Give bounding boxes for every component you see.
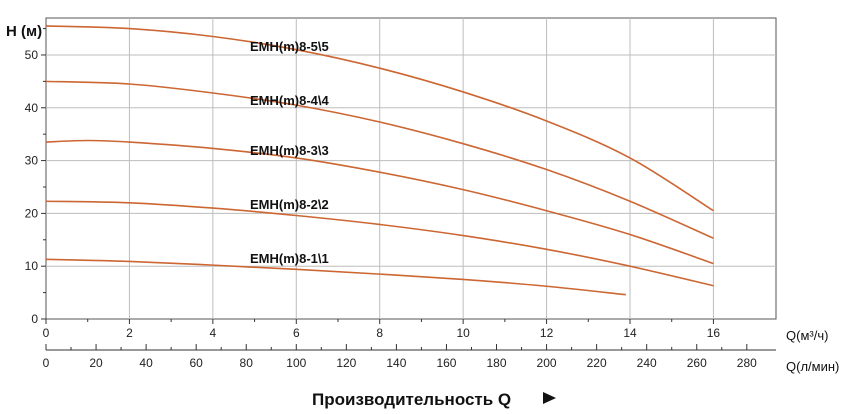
x-tick-label: 0 xyxy=(43,326,50,340)
series-curve xyxy=(45,139,714,265)
x2-tick-label: 100 xyxy=(286,356,306,370)
x-tick-label: 12 xyxy=(540,326,554,340)
y-tick-label: 30 xyxy=(25,154,39,168)
series-label: EMH(m)8-4\4 xyxy=(250,93,330,108)
x2-tick-label: 240 xyxy=(637,356,657,370)
x2-tick-label: 0 xyxy=(43,356,50,370)
x2-tick-label: 260 xyxy=(687,356,707,370)
x2-tick-label: 160 xyxy=(436,356,456,370)
series-curve xyxy=(45,200,714,287)
x2-tick-label: 220 xyxy=(587,356,607,370)
x2-tick-label: 280 xyxy=(737,356,757,370)
x2-tick-label: 40 xyxy=(139,356,153,370)
series-label: EMH(m)8-2\2 xyxy=(250,197,329,212)
x2-tick-label: 80 xyxy=(240,356,254,370)
x-tick-label: 6 xyxy=(293,326,300,340)
plot-frame xyxy=(45,17,777,320)
series-labels: EMH(m)8-5\5 EMH(m)8-4\4 EMH(m)8-3\3 EMH(m)8… xyxy=(250,39,330,266)
y-tick-label: 40 xyxy=(25,101,39,115)
x-tick-label: 16 xyxy=(707,326,721,340)
x2-tick-label: 120 xyxy=(336,356,356,370)
y-tick-label: 10 xyxy=(25,259,39,273)
y-tick-label: 0 xyxy=(31,312,38,326)
arrow-right-icon xyxy=(543,392,556,404)
x2-axis-unit-label: Q(л/мин) xyxy=(786,359,839,374)
series-label: EMH(m)8-5\5 xyxy=(250,39,329,54)
series-curve xyxy=(45,258,626,296)
x2-tick-label: 200 xyxy=(537,356,557,370)
x-tick-label: 8 xyxy=(376,326,383,340)
x2-tick-label: 60 xyxy=(189,356,203,370)
series-curve xyxy=(45,25,714,212)
x2-tick-label: 180 xyxy=(486,356,506,370)
x2-tick-label: 140 xyxy=(386,356,406,370)
y-axis-title: H (м) xyxy=(6,23,42,40)
y-tick-label: 20 xyxy=(25,206,39,220)
y-tick-label: 50 xyxy=(25,48,39,62)
x-tick-label: 14 xyxy=(623,326,637,340)
x-axis-unit-label: Q(м³/ч) xyxy=(786,328,828,343)
x-tick-label: 10 xyxy=(456,326,470,340)
series-label: EMH(m)8-3\3 xyxy=(250,143,329,158)
x-tick-label: 4 xyxy=(210,326,217,340)
x2-tick-label: 20 xyxy=(89,356,103,370)
x-tick-label: 2 xyxy=(126,326,133,340)
x-axis-title: Производительность Q xyxy=(312,390,511,409)
series-curve xyxy=(45,80,714,239)
curves xyxy=(45,25,714,296)
grid xyxy=(45,17,777,320)
series-label: EMH(m)8-1\1 xyxy=(250,251,329,266)
